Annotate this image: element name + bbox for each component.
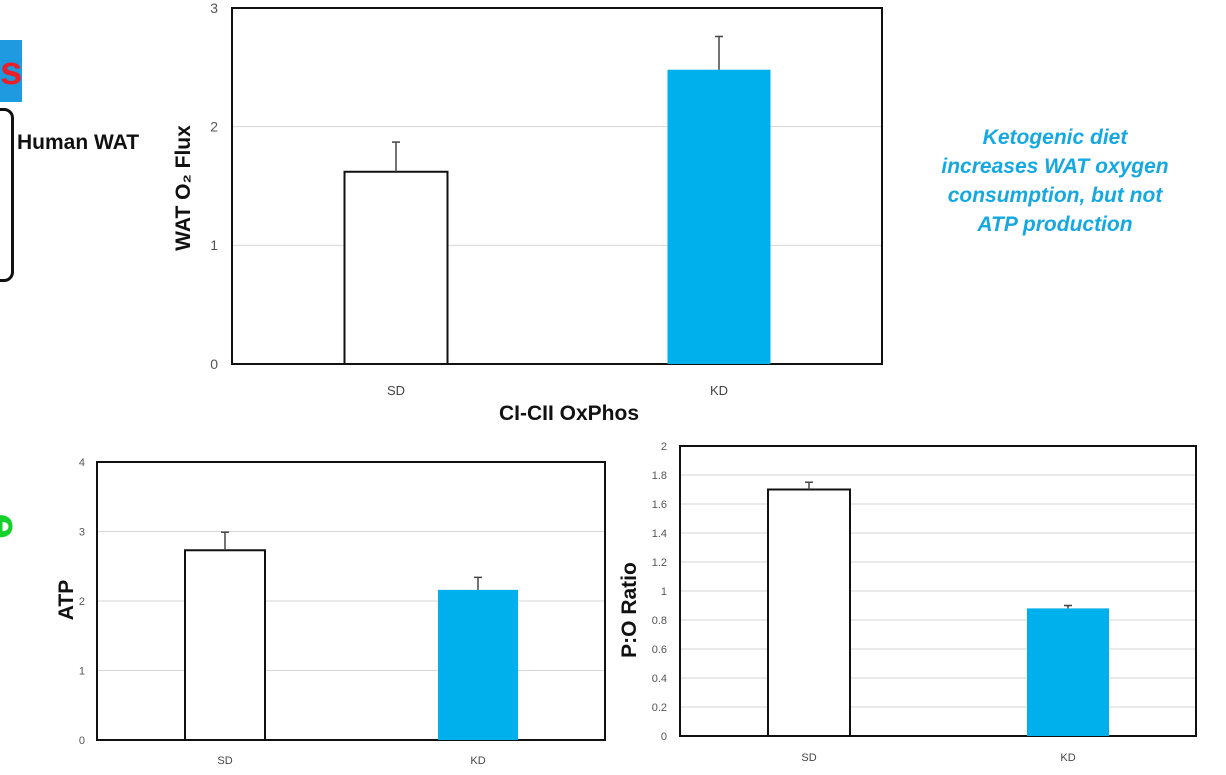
x-tick-label: SD: [217, 755, 232, 767]
bar-sd: [767, 488, 851, 737]
x-tick-label: SD: [387, 383, 405, 398]
y-tick-label: 0: [79, 735, 85, 747]
y-tick-label: 2: [79, 596, 85, 608]
bar-sd: [343, 170, 449, 365]
y-tick-label: 0: [210, 356, 218, 372]
y-tick-label: 1.2: [652, 557, 667, 569]
y-tick-label: 1: [661, 586, 667, 598]
note-line-1: Ketogenic diet: [982, 126, 1128, 149]
y-tick-label: 3: [210, 0, 218, 16]
y-axis-title: P:O Ratio: [618, 562, 641, 658]
y-tick-label: 0.6: [652, 644, 667, 656]
y-tick-label: 2: [210, 119, 218, 135]
bar-kd: [1027, 608, 1109, 736]
x-tick-label: KD: [710, 383, 728, 398]
y-tick-label: 1.6: [652, 499, 667, 511]
x-tick-label: KD: [470, 755, 485, 767]
y-tick-label: 0: [661, 731, 667, 743]
bar-kd: [438, 589, 518, 740]
y-tick-label: 1.8: [652, 470, 667, 482]
x-tick-label: SD: [801, 752, 816, 764]
note-line-2: increases WAT oxygen: [941, 155, 1169, 178]
plot-frame: [231, 7, 883, 365]
y-tick-label: 1: [79, 665, 85, 677]
note-line-4: ATP production: [977, 213, 1133, 236]
y-tick-label: 0.8: [652, 615, 667, 627]
y-axis-title: ATP: [55, 580, 78, 620]
y-tick-label: 4: [79, 457, 85, 469]
note-line-3: consumption, but not: [947, 184, 1163, 207]
plot-frame: [96, 461, 606, 741]
y-tick-label: 1: [210, 237, 218, 253]
bar-kd: [667, 69, 771, 364]
cropped-title-fragment: s: [0, 40, 22, 102]
y-tick-label: 0.2: [652, 702, 667, 714]
bar-sd: [184, 549, 266, 742]
cropped-rounded-box: [0, 108, 14, 282]
ketogenic-note: Ketogenic diet increases WAT oxygen cons…: [915, 123, 1195, 239]
y-tick-label: 0.4: [652, 673, 667, 685]
plot-frame: [679, 445, 1197, 737]
y-axis-title: WAT O₂ Flux: [172, 125, 195, 251]
y-tick-label: 1.4: [652, 528, 667, 540]
y-tick-label: 2: [661, 441, 667, 453]
x-axis-title: CI-CII OxPhos: [499, 402, 639, 425]
human-wat-label: Human WAT: [17, 131, 140, 154]
y-tick-label: 3: [79, 526, 85, 538]
x-tick-label: KD: [1060, 752, 1075, 764]
